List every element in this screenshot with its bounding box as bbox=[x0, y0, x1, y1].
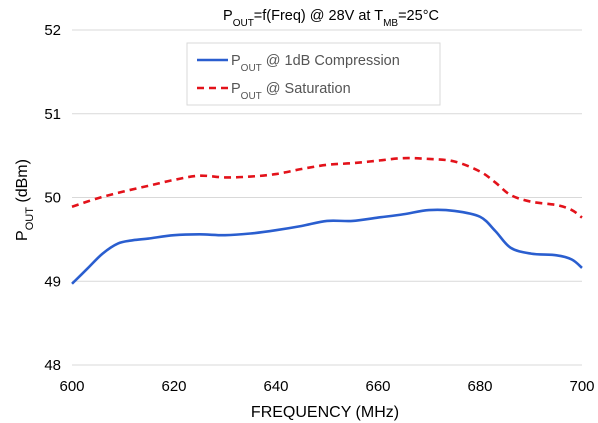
y-tick-label: 48 bbox=[44, 357, 61, 374]
legend-label-saturation: POUT @ Saturation bbox=[231, 81, 351, 102]
y-tick-label: 50 bbox=[44, 190, 61, 207]
y-tick-label: 49 bbox=[44, 273, 61, 290]
y-axis-title: POUT (dBm) bbox=[14, 159, 36, 241]
series-line-saturation bbox=[71, 156, 583, 219]
x-tick-label: 620 bbox=[161, 378, 186, 395]
series-lines bbox=[71, 156, 583, 285]
series-line-1db-compression bbox=[71, 208, 583, 285]
y-tick-label: 52 bbox=[44, 22, 61, 39]
x-tick-label: 640 bbox=[263, 378, 288, 395]
chart-title: POUT=f(Freq) @ 28V at TMB=25°C bbox=[223, 8, 439, 29]
y-axis-ticks: 48 49 50 51 52 bbox=[44, 22, 61, 374]
x-axis-title: FREQUENCY (MHz) bbox=[251, 404, 399, 421]
y-tick-label: 51 bbox=[44, 106, 61, 123]
x-tick-label: 660 bbox=[365, 378, 390, 395]
x-tick-label: 600 bbox=[59, 378, 84, 395]
x-axis-ticks: 600 620 640 660 680 700 bbox=[59, 378, 594, 395]
legend-box bbox=[186, 42, 441, 106]
x-tick-label: 700 bbox=[569, 378, 594, 395]
legend: POUT @ 1dB Compression POUT @ Saturation bbox=[186, 42, 441, 106]
legend-label-1db-compression: POUT @ 1dB Compression bbox=[231, 53, 400, 74]
x-tick-label: 680 bbox=[467, 378, 492, 395]
